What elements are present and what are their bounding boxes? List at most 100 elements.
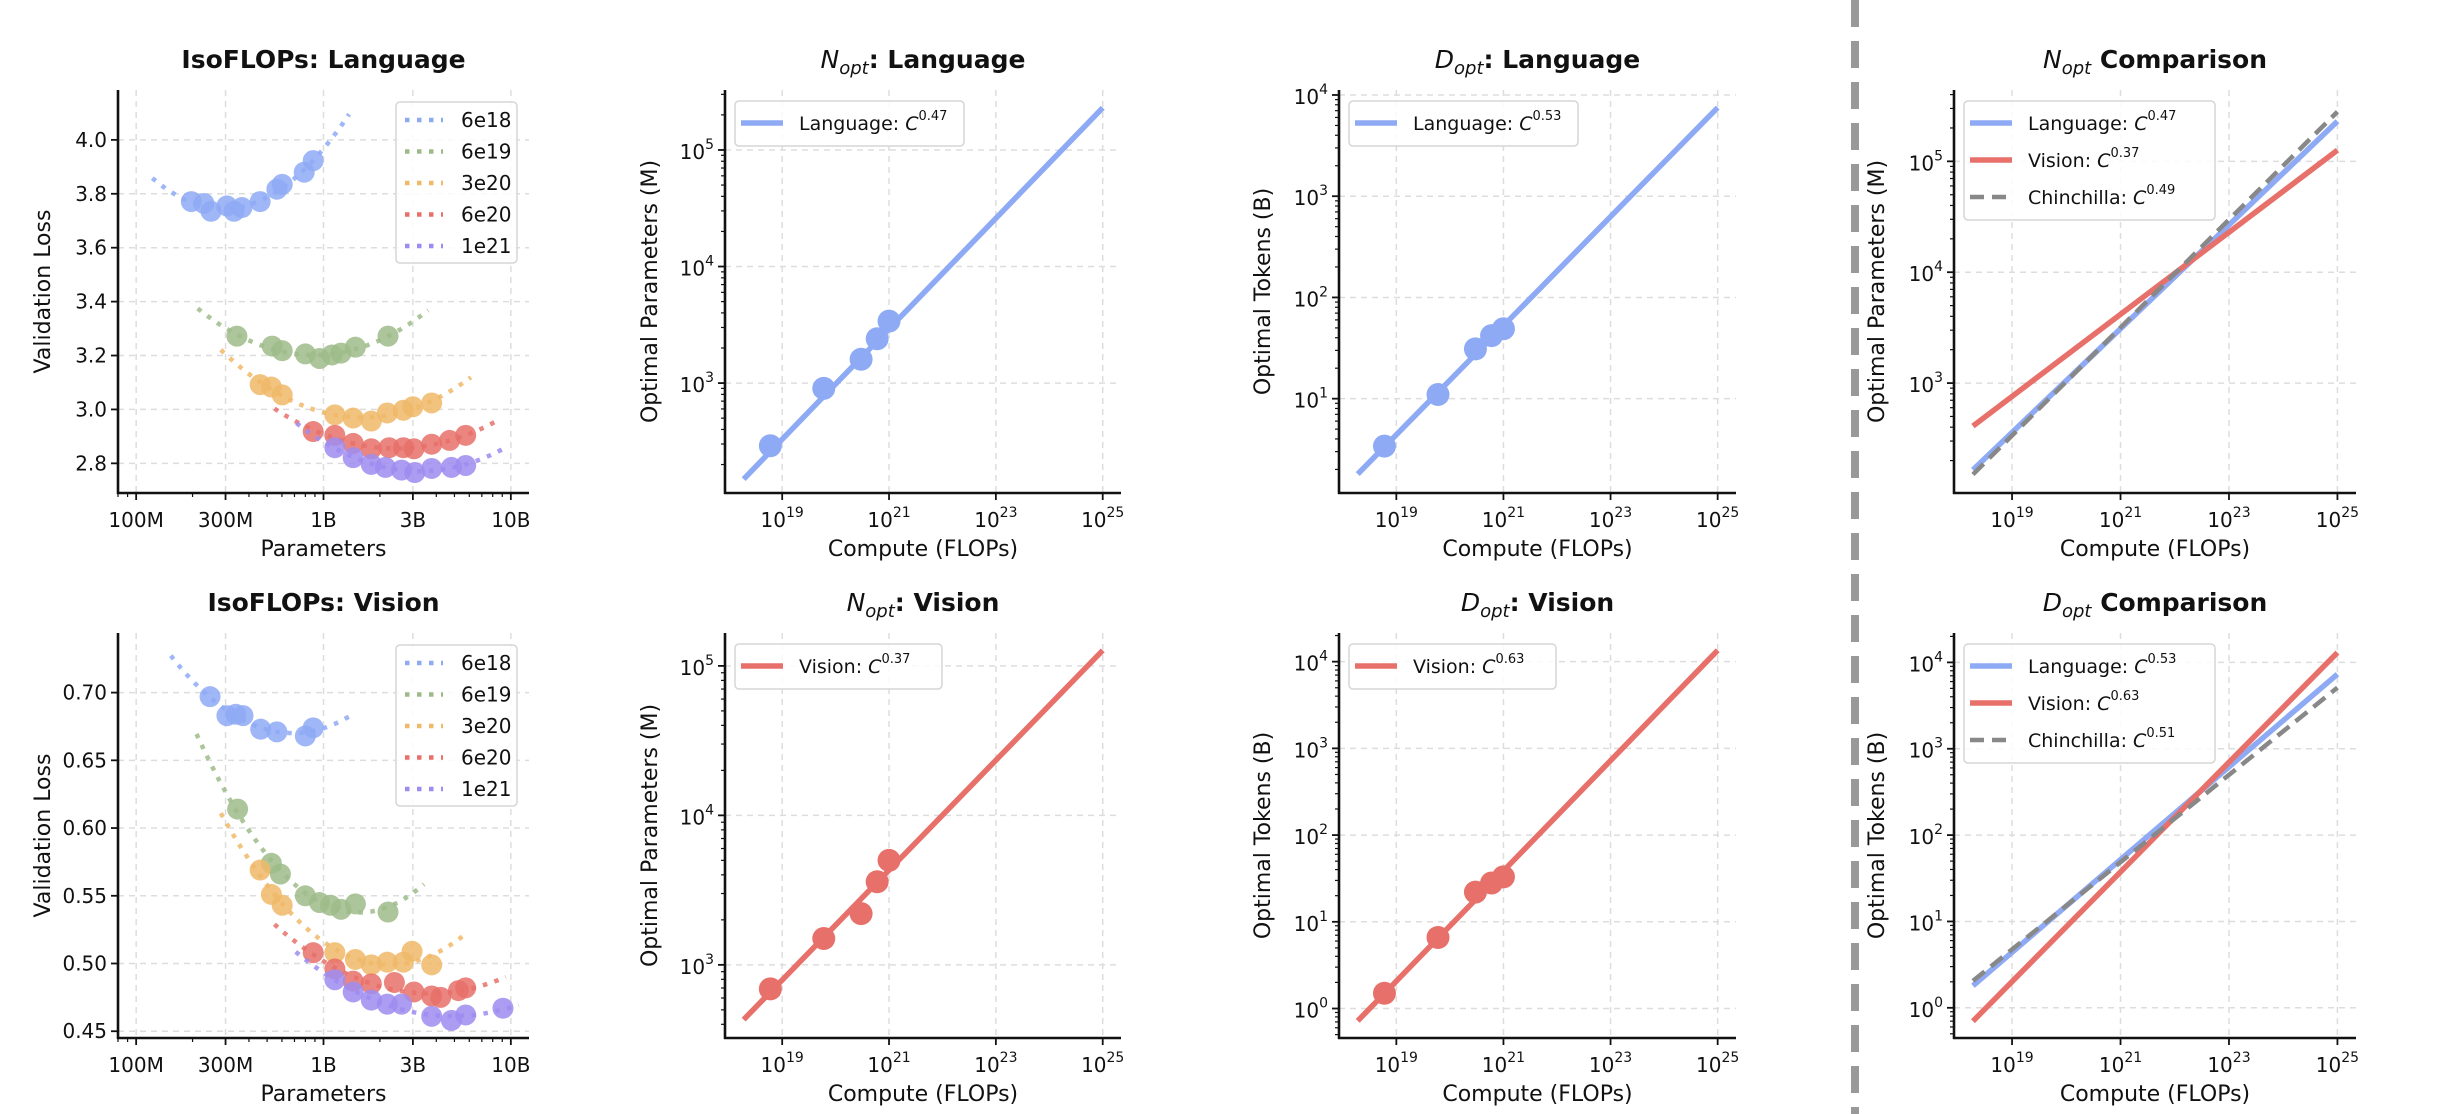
data-point-3e20 xyxy=(271,894,293,916)
tick-exponent: 2 xyxy=(1319,822,1328,838)
legend-label-text: Vision: xyxy=(1413,656,1482,678)
x-tick-label: 1025 xyxy=(1696,505,1739,532)
tick-exponent: 21 xyxy=(2124,505,2142,521)
tick-base: 10 xyxy=(680,656,705,680)
tick-base: 10 xyxy=(761,508,786,532)
tick-base: 10 xyxy=(1909,652,1934,676)
data-point xyxy=(849,347,873,371)
x-tick-label: 10B xyxy=(491,1053,530,1077)
data-point-1e21 xyxy=(342,981,364,1003)
panels: 100M 300M 1B 3B 10B 2.8 3.0 3.2 3.4 3.6 3.8 4.0 Para… xyxy=(31,45,2359,1107)
title-symbol: N xyxy=(2043,45,2062,74)
tick-exponent: 3 xyxy=(1319,183,1328,199)
x-tick-label: 1025 xyxy=(1081,505,1124,532)
legend-label: Vision: C0.63 xyxy=(1413,652,1524,678)
y-tick-label: 0.65 xyxy=(62,748,107,772)
legend-label-base: C xyxy=(2134,656,2148,678)
tick-exponent: 0 xyxy=(1934,995,1943,1011)
legend-box xyxy=(395,101,518,264)
tick-exponent: 25 xyxy=(2341,1050,2359,1066)
legend-box xyxy=(1348,643,1557,690)
title-subscript: opt xyxy=(1480,601,1510,622)
data-point-6e19 xyxy=(269,863,291,885)
fit-line-chinchilla xyxy=(1971,110,2340,477)
x-axis-label: Parameters xyxy=(261,1082,387,1107)
legend-label-text: Language: xyxy=(1413,113,1519,135)
data-point xyxy=(758,434,782,458)
legend-label: Vision: C0.63 xyxy=(2028,689,2139,715)
data-point-1e21 xyxy=(391,993,413,1015)
data-point xyxy=(877,309,901,333)
data-point-6e19 xyxy=(227,798,249,820)
tick-base: 10 xyxy=(680,955,705,979)
tick-exponent: 3 xyxy=(705,952,714,968)
legend-label-text: Chinchilla: xyxy=(2028,187,2133,209)
data-point-3e20 xyxy=(402,396,424,418)
tick-exponent: 1 xyxy=(1319,909,1328,925)
legend-label-exponent: 0.49 xyxy=(2146,183,2175,198)
y-axis-label: Validation Loss xyxy=(31,754,56,918)
data-point xyxy=(877,848,901,872)
data-point-6e18 xyxy=(232,705,254,727)
tick-exponent: 4 xyxy=(1934,649,1943,665)
legend-label: Language: C0.47 xyxy=(2028,109,2176,135)
data-point-1e21 xyxy=(455,1004,477,1026)
legend: Vision: C0.37 xyxy=(734,643,943,690)
y-axis-label: Optimal Parameters (M) xyxy=(1865,160,1890,423)
panel-title: Dopt: Vision xyxy=(1461,588,1614,622)
tick-exponent: 5 xyxy=(705,653,714,669)
legend-label-text: Vision: xyxy=(2028,150,2097,172)
plot-area xyxy=(1970,650,2340,1024)
data-point-6e19 xyxy=(271,340,293,362)
x-axis-label: Compute (FLOPs) xyxy=(2060,1082,2250,1107)
plot-area xyxy=(169,654,520,1031)
y-tick-label: 104 xyxy=(680,254,714,281)
title-subscript: opt xyxy=(839,58,869,79)
legend-label-base: C xyxy=(2097,150,2111,172)
tick-base: 10 xyxy=(1696,1053,1721,1077)
plot-area xyxy=(1971,110,2340,477)
tick-base: 10 xyxy=(1589,508,1614,532)
tick-exponent: 23 xyxy=(1000,505,1018,521)
data-point-3e20 xyxy=(376,951,398,973)
tick-exponent: 25 xyxy=(1107,505,1125,521)
legend-label-base: C xyxy=(1519,113,1533,135)
data-point xyxy=(812,376,836,400)
legend-label: 6e19 xyxy=(461,683,511,707)
x-tick-label: 1021 xyxy=(2099,1050,2142,1077)
y-tick-label: 104 xyxy=(1909,259,1943,286)
tick-exponent: 25 xyxy=(1721,1050,1739,1066)
legend-label: Language: C0.53 xyxy=(1413,109,1561,135)
data-point-6e20 xyxy=(403,438,425,460)
tick-base: 10 xyxy=(2316,508,2341,532)
y-axis-label: Optimal Tokens (B) xyxy=(1865,732,1890,939)
data-point-6e19 xyxy=(344,336,366,358)
legend-box xyxy=(734,100,965,147)
title-text: : Language xyxy=(1484,45,1641,74)
tick-exponent: 23 xyxy=(1000,1050,1018,1066)
tick-base: 10 xyxy=(1482,508,1507,532)
data-point xyxy=(812,927,836,951)
tick-exponent: 4 xyxy=(705,254,714,270)
tick-exponent: 19 xyxy=(2016,505,2034,521)
y-tick-label: 3.0 xyxy=(75,397,107,421)
data-point-6e20 xyxy=(455,977,477,999)
legend-label: 6e18 xyxy=(461,651,511,675)
legend-label: 3e20 xyxy=(461,171,511,195)
x-tick-label: 1B xyxy=(310,1053,336,1077)
tick-base: 10 xyxy=(1294,999,1319,1023)
data-point-3e20 xyxy=(324,404,346,426)
x-tick-label: 1019 xyxy=(1375,1050,1418,1077)
tick-exponent: 21 xyxy=(2124,1050,2142,1066)
tick-exponent: 19 xyxy=(1400,505,1418,521)
fit-line-chinchilla xyxy=(1971,685,2339,983)
y-tick-label: 103 xyxy=(1909,736,1943,763)
legend-label-exponent: 0.47 xyxy=(919,109,948,124)
tick-base: 10 xyxy=(1589,1053,1614,1077)
fit-line-vision xyxy=(1971,148,2340,429)
y-tick-label: 105 xyxy=(1909,148,1943,175)
x-tick-label: 1021 xyxy=(2099,505,2142,532)
legend-label: 6e18 xyxy=(461,108,511,132)
